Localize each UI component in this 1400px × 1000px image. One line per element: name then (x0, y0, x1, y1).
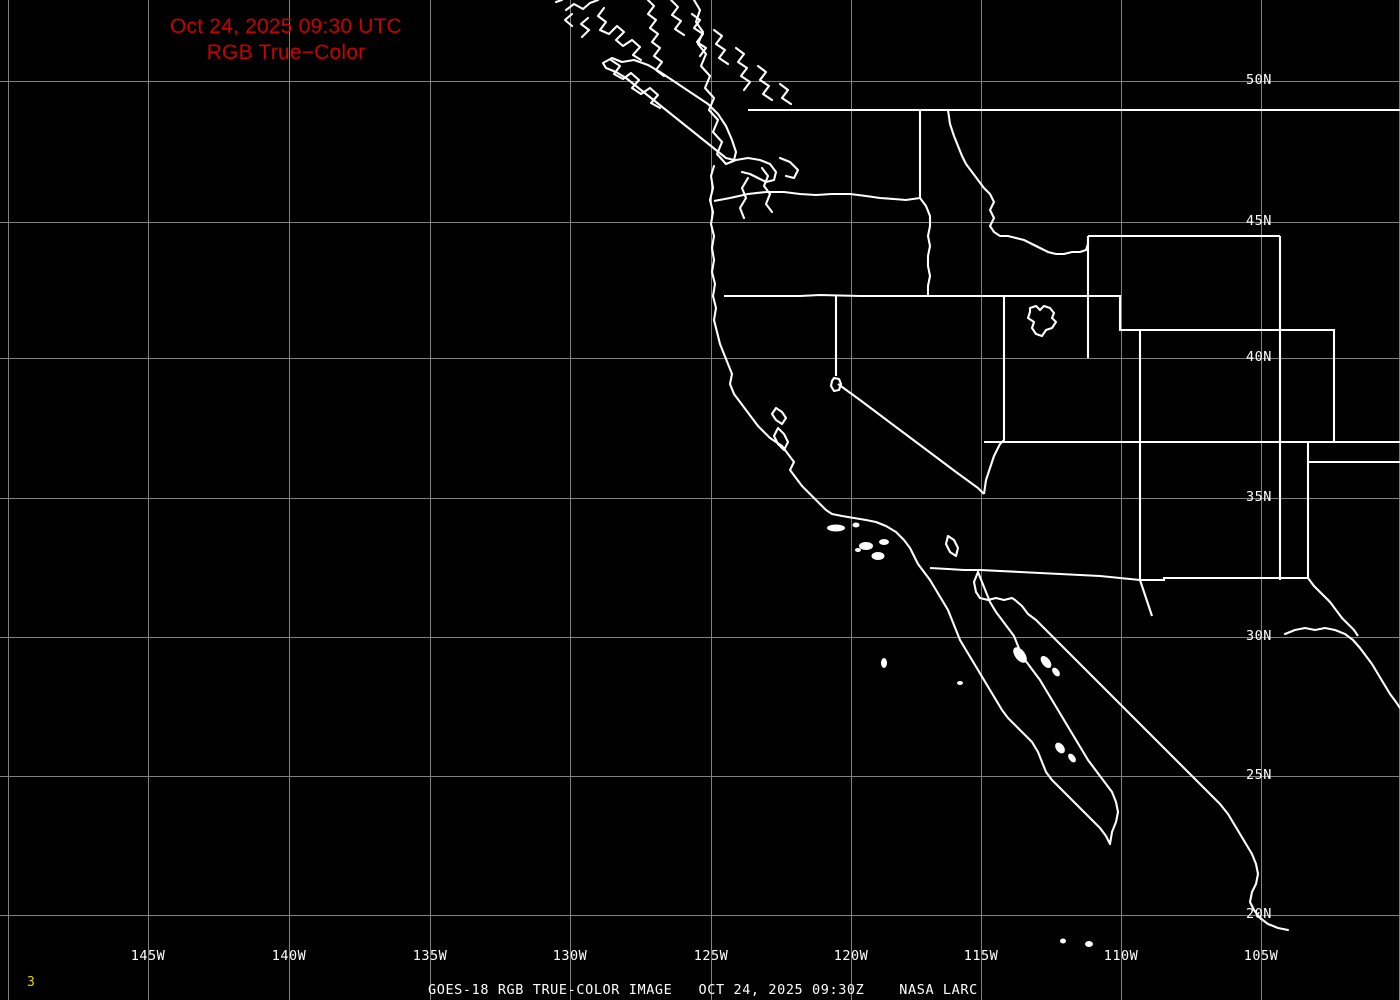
lat-label-50n: 50N (1246, 72, 1272, 88)
border-colorado-kansas-step (1280, 328, 1336, 442)
salton-sea (944, 534, 960, 558)
coast-southern-california (818, 502, 932, 582)
border-us-mexico-california (929, 566, 980, 572)
coast-oregon (710, 246, 726, 356)
lon-label-110w: 110W (1103, 948, 1139, 964)
lake-tahoe (829, 376, 843, 393)
coast-baja-pacific (928, 578, 1112, 846)
border-newmexico-south (1140, 576, 1308, 582)
channel-islands (827, 522, 889, 560)
coast-sonora-north (978, 596, 1017, 602)
lat-label-25n: 25N (1246, 767, 1272, 783)
coast-gulf-of-mexico (1283, 626, 1400, 710)
border-idaho-montana (946, 109, 1090, 256)
lat-label-45n: 45N (1246, 213, 1272, 229)
border-california-nevada-diagonal (837, 383, 985, 495)
lon-label-125w: 125W (693, 948, 729, 964)
border-us-mexico-rio-grande (1307, 577, 1359, 637)
coast-puget-sound (724, 156, 800, 220)
coast-baja-north (972, 570, 982, 600)
political-borders (713, 108, 1400, 637)
lat-label-40n: 40N (1246, 349, 1272, 365)
lon-label-105w: 105W (1243, 948, 1279, 964)
border-us-mexico-west (979, 568, 1141, 582)
coast-baja-gulf (976, 570, 1120, 846)
great-salt-lake (1026, 304, 1058, 338)
border-nevada-utah (982, 296, 1006, 495)
lon-label-115w: 115W (963, 948, 999, 964)
lon-label-120w: 120W (833, 948, 869, 964)
lat-label-20n: 20N (1246, 906, 1272, 922)
border-washington-oregon (713, 190, 921, 203)
border-utah-wyoming (1088, 294, 1280, 332)
coast-british-columbia-mainland (692, 0, 728, 166)
border-oregon-nevada-california (724, 293, 928, 298)
lon-label-135w: 135W (412, 948, 448, 964)
lon-label-145w: 145W (130, 948, 166, 964)
lat-label-30n: 30N (1246, 628, 1272, 644)
lat-label-35n: 35N (1246, 489, 1272, 505)
coast-central-california (780, 444, 822, 506)
border-sonora-chihuahua (1139, 579, 1153, 617)
pacific-islets (1060, 938, 1093, 947)
lon-label-140w: 140W (271, 948, 307, 964)
lon-label-130w: 130W (552, 948, 588, 964)
coast-northern-california (722, 352, 784, 448)
coast-mexico-mainland (1013, 598, 1290, 932)
gulf-islands (881, 647, 1076, 763)
credit-strip: GOES-18 RGB TRUE-COLOR IMAGE OCT 24, 202… (0, 981, 1400, 1000)
credit-text: GOES-18 RGB TRUE-COLOR IMAGE OCT 24, 202… (428, 982, 978, 998)
coast-washington (708, 164, 716, 250)
frame-index-label: 3 (27, 975, 35, 990)
border-oregon-idaho (919, 197, 932, 296)
coastlines (554, 0, 1400, 947)
